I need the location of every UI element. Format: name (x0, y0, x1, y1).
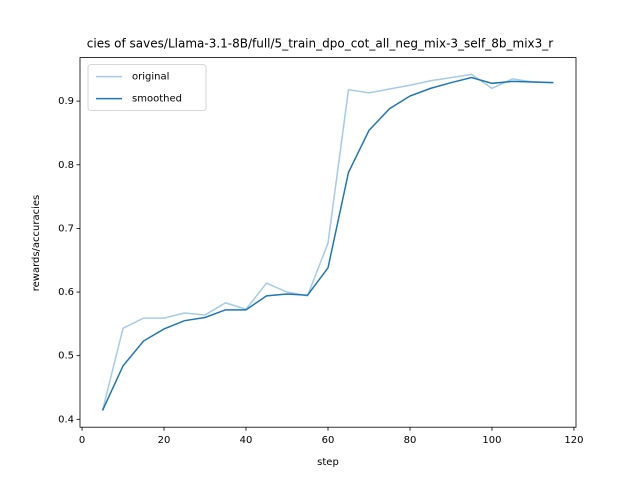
x-axis-label: step (317, 457, 339, 468)
x-tick-label: 20 (158, 435, 171, 446)
y-tick-label: 0.7 (58, 223, 74, 234)
series-line (101, 76, 554, 411)
x-tick-label: 120 (564, 435, 583, 446)
x-tick-label: 60 (322, 435, 335, 446)
x-tick-label: 100 (482, 435, 501, 446)
y-tick-label: 0.6 (58, 287, 74, 298)
chart-title: cies of saves/Llama-3.1-8B/full/5_train_… (87, 37, 553, 51)
legend-label: smoothed (132, 94, 182, 105)
y-tick-label: 0.5 (58, 351, 74, 362)
x-tick-label: 80 (404, 435, 417, 446)
y-tick-label: 0.9 (58, 96, 74, 107)
legend-label: original (132, 72, 169, 83)
y-tick-label: 0.4 (58, 414, 74, 425)
x-tick-label: 40 (240, 435, 253, 446)
plot-frame (79, 57, 577, 428)
x-tick-label: 0 (79, 435, 85, 446)
y-tick-label: 0.8 (58, 160, 74, 171)
series-line (101, 73, 554, 411)
y-axis-label: rewards/accuracies (31, 195, 42, 292)
